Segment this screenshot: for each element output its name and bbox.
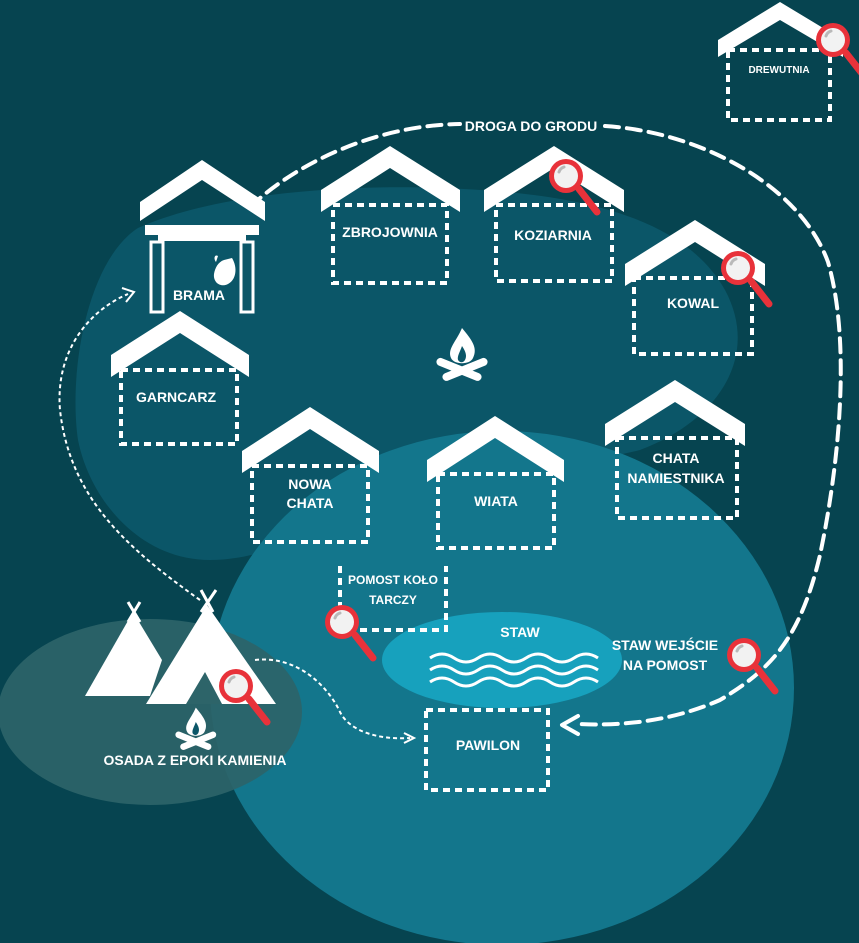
building-label: KOZIARNIA: [514, 227, 592, 243]
building-wiata[interactable]: WIATA: [427, 416, 564, 550]
building-pomost[interactable]: POMOST KOŁO TARCZY: [338, 566, 448, 632]
road-label: DROGA DO GRODU: [465, 118, 597, 134]
building-label: NAMIESTNIKA: [627, 470, 724, 486]
building-label: DREWUTNIA: [748, 65, 809, 76]
pond-entry-label: NA POMOST: [623, 657, 708, 673]
path-to-pavilion-arrow: [403, 732, 417, 744]
building-label: CHATA: [287, 495, 334, 511]
building-brama[interactable]: BRAMA: [140, 160, 265, 314]
building-label: NOWA: [288, 476, 332, 492]
building-nowa-chata[interactable]: NOWA CHATA: [242, 407, 379, 544]
building-zbrojownia[interactable]: ZBROJOWNIA: [321, 146, 460, 285]
building-label: KOWAL: [667, 295, 720, 311]
path-to-pavilion: [254, 658, 411, 740]
building-drewutnia[interactable]: DREWUTNIA: [718, 2, 843, 122]
building-label: GARNCARZ: [136, 389, 217, 405]
path-to-gate: [58, 293, 201, 601]
building-garncarz[interactable]: GARNCARZ: [111, 311, 249, 446]
building-label: CHATA: [653, 450, 700, 466]
pond: [382, 612, 622, 708]
road-to-castle: [248, 122, 843, 727]
building-label: BRAMA: [173, 287, 225, 303]
building-label: ZBROJOWNIA: [342, 224, 438, 240]
footprint-icon: [213, 255, 236, 286]
building-chata-namiestnika[interactable]: CHATA NAMIESTNIKA: [605, 380, 745, 520]
building-label: POMOST KOŁO: [348, 573, 438, 587]
path-to-gate-arrow: [121, 287, 136, 303]
magnifier-icon[interactable]: [816, 23, 859, 76]
building-koziarnia[interactable]: KOZIARNIA: [484, 146, 624, 283]
building-label: WIATA: [474, 493, 518, 509]
building-label: PAWILON: [456, 737, 520, 753]
building-pawilon[interactable]: PAWILON: [424, 708, 550, 792]
road-arrow: [560, 714, 580, 736]
pond-label: STAW: [500, 624, 540, 640]
gate-icon: [145, 225, 259, 314]
pond-entry-label: STAW WEJŚCIE: [612, 636, 718, 653]
building-label: TARCZY: [369, 593, 417, 607]
waves-icon: [429, 652, 599, 688]
stone-age-label: OSADA Z EPOKI KAMIENIA: [103, 752, 286, 768]
